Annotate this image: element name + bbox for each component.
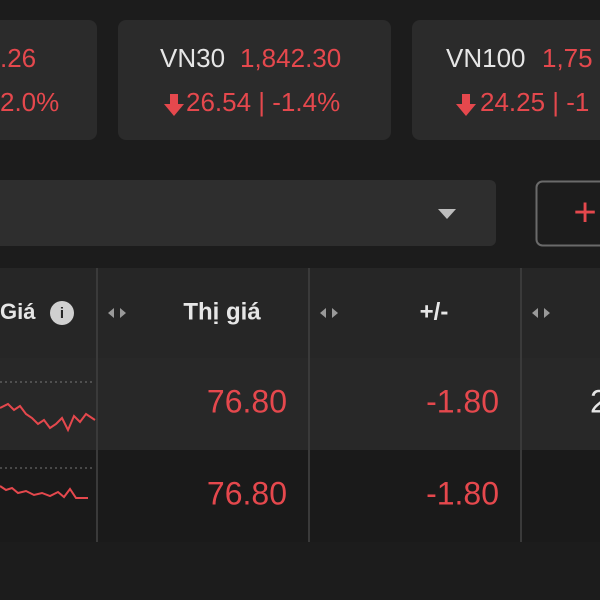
down-arrow	[456, 94, 476, 116]
dropdown-caret	[438, 209, 456, 219]
index-change: 24.25 | -1	[480, 87, 589, 117]
sparkline	[0, 402, 96, 433]
index-card[interactable]	[0, 20, 97, 140]
index-change: 2.0%	[0, 87, 59, 117]
column-dividers	[96, 268, 522, 542]
sparkline	[0, 485, 88, 499]
column-header[interactable]: Thị giá	[183, 298, 261, 325]
table-header	[0, 268, 600, 358]
index-change: 26.54 | -1.4%	[186, 87, 340, 117]
price: 76.80	[207, 475, 287, 511]
index-value: .26	[0, 43, 36, 73]
table-row[interactable]	[0, 450, 600, 542]
info-icon[interactable]	[50, 301, 74, 325]
index-value: 1,842.30	[240, 43, 341, 73]
change: -1.80	[426, 383, 499, 419]
column-header[interactable]: Giá	[0, 299, 36, 324]
down-arrow	[164, 94, 184, 116]
change: -1.80	[426, 475, 499, 511]
index-name: VN100	[446, 43, 526, 73]
price: 76.80	[207, 383, 287, 419]
index-card[interactable]	[412, 20, 600, 140]
cell: 2	[590, 383, 600, 419]
index-name: VN30	[160, 43, 225, 73]
add-button-label: +	[573, 191, 596, 235]
index-value: 1,75	[542, 43, 593, 73]
add-button[interactable]	[535, 180, 600, 247]
index-card[interactable]	[118, 20, 391, 140]
sort-icons	[108, 308, 550, 318]
table-row[interactable]	[0, 358, 600, 450]
info-icon-label: i	[60, 305, 64, 322]
dropdown[interactable]	[0, 180, 496, 246]
column-header[interactable]: +/-	[420, 298, 449, 325]
